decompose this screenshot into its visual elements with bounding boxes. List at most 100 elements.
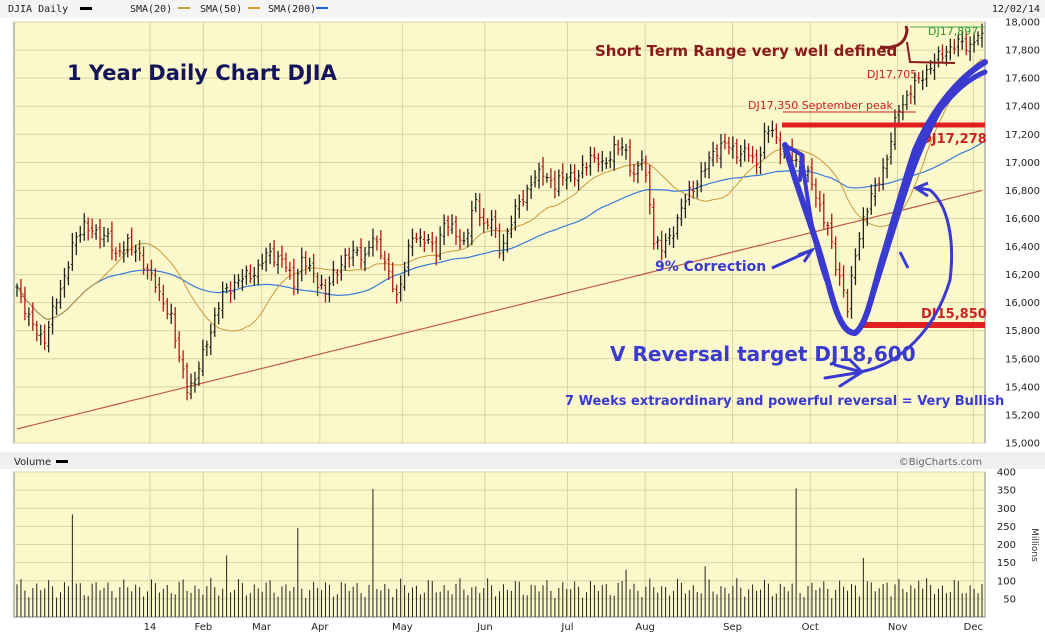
ohlc-bar <box>331 260 335 286</box>
ohlc-bar <box>921 70 925 91</box>
ohlc-bar <box>509 215 513 239</box>
price-tick-label: 17,200 <box>1005 130 1040 141</box>
ohlc-bar <box>383 250 387 271</box>
ohlc-bar <box>292 258 296 296</box>
ohlc-bar <box>157 277 161 302</box>
ohlc-bar <box>715 144 719 163</box>
volume-grid <box>14 471 985 617</box>
ohlc-bar <box>687 180 691 206</box>
ohlc-bar <box>853 248 858 286</box>
ohlc-bar <box>256 259 260 286</box>
ohlc-bar <box>608 151 612 169</box>
x-tick-label: Sep <box>723 622 742 633</box>
ohlc-bar <box>23 286 27 321</box>
price-tick-label: 16,000 <box>1005 298 1040 309</box>
ohlc-bar <box>225 283 229 294</box>
ohlc-bar <box>145 263 150 280</box>
correction-arrowhead <box>797 247 816 263</box>
ohlc-bar <box>355 246 359 257</box>
ohlc-bar <box>260 253 264 270</box>
ohlc-bar <box>604 157 608 170</box>
x-tick-label: May <box>392 622 413 633</box>
v-reversal-label: V Reversal target DJ18,600 <box>610 342 916 366</box>
ohlc-bar <box>640 150 644 171</box>
ohlc-bar <box>43 324 47 351</box>
x-tick-label: Mar <box>252 622 272 633</box>
ohlc-bar <box>221 281 225 319</box>
ohlc-bar <box>486 218 490 230</box>
legend-item-1: SMA(50) <box>200 4 242 15</box>
ohlc-bar <box>600 150 604 172</box>
ohlc-bar <box>470 200 474 246</box>
ohlc-bar <box>312 253 316 284</box>
ohlc-bar <box>367 240 371 257</box>
ohlc-bar <box>620 137 624 156</box>
ohlc-bar <box>232 274 237 300</box>
ohlc-bar <box>379 230 383 260</box>
ohlc-bar <box>27 307 31 327</box>
ohlc-bar <box>399 275 403 302</box>
price-tick-label: 15,800 <box>1005 326 1040 337</box>
ohlc-bar <box>304 251 308 275</box>
ohlc-bar <box>877 177 881 192</box>
ohlc-bar <box>359 238 363 269</box>
v-tick <box>898 251 910 269</box>
ohlc-bar <box>948 38 952 61</box>
legend-swatch-2 <box>316 7 328 9</box>
price-tick-label: 15,000 <box>1005 439 1040 450</box>
x-tick-label: Jul <box>560 622 573 633</box>
ohlc-bar <box>114 247 118 262</box>
v-left-hook <box>788 146 805 182</box>
volume-tick-label: 50 <box>1003 594 1016 605</box>
ohlc-bar <box>58 279 63 309</box>
ohlc-bar <box>478 193 482 227</box>
ohlc-bar <box>664 233 668 258</box>
ohlc-bar <box>406 239 411 277</box>
ohlc-bar <box>173 307 177 349</box>
ohlc-bar <box>766 125 771 144</box>
ohlc-bar <box>774 123 778 145</box>
ohlc-bar <box>735 138 739 164</box>
ohlc-bar <box>228 281 233 303</box>
ohlc-bar <box>636 161 640 184</box>
ohlc-bar <box>580 155 585 179</box>
ohlc-bar <box>236 274 241 288</box>
price-tick-label: 17,000 <box>1005 158 1040 169</box>
ohlc-bar <box>15 283 19 297</box>
ohlc-bar <box>553 170 557 199</box>
ohlc-bar <box>161 284 165 312</box>
legend-swatch-0 <box>178 7 190 9</box>
ohlc-bar <box>513 198 517 231</box>
date-label: 12/02/14 <box>992 4 1040 15</box>
ohlc-bar <box>39 324 43 346</box>
x-tick-label: Apr <box>311 622 329 633</box>
ohlc-bar <box>193 371 197 393</box>
ohlc-bar <box>31 302 35 331</box>
ohlc-bar <box>426 233 430 244</box>
ohlc-bar <box>189 373 193 400</box>
ohlc-bar <box>719 134 723 169</box>
short-term-bracket <box>879 25 909 49</box>
ohlc-bar <box>873 177 877 207</box>
sept-peak-label: DJ17,350 September peak <box>748 99 893 112</box>
ohlc-bar <box>177 331 181 363</box>
ohlc-bar <box>489 210 494 237</box>
ohlc-bar <box>70 233 74 271</box>
ohlc-bar <box>54 298 59 315</box>
ohlc-bar <box>529 175 533 199</box>
ohlc-bar <box>569 164 573 183</box>
ohlc-bar <box>576 170 581 191</box>
ohlc-bar <box>778 131 782 165</box>
price-tick-label: 15,400 <box>1005 382 1040 393</box>
ohlc-bar <box>936 46 941 68</box>
ohlc-bar <box>82 213 86 241</box>
ohlc-bar <box>549 168 553 189</box>
price-tick-label: 15,200 <box>1005 410 1040 421</box>
ohlc-bar <box>699 162 703 193</box>
ohlc-bar <box>197 361 201 386</box>
ohlc-bar <box>458 229 462 250</box>
ohlc-bar <box>371 228 375 257</box>
ohlc-bar <box>315 272 320 297</box>
ohlc-bar <box>557 169 561 197</box>
